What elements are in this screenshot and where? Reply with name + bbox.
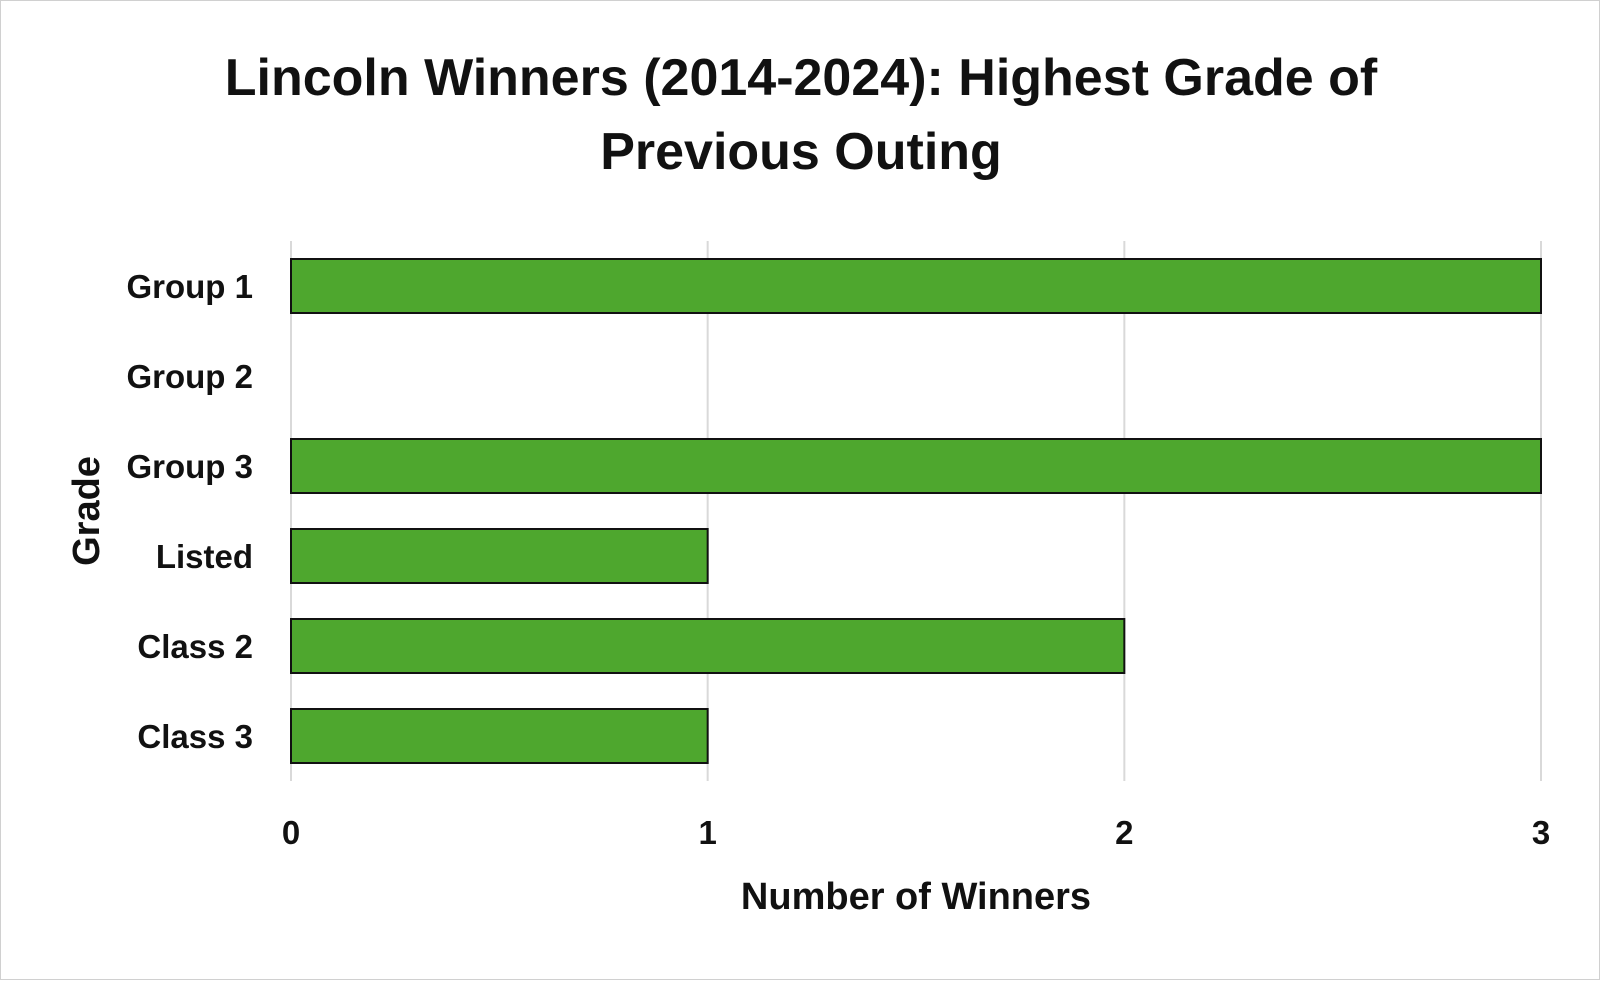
y-tick-label: Listed: [156, 538, 253, 575]
y-tick-labels: Group 1 Group 2 Group 3 Listed Class 2 Class …: [126, 268, 253, 755]
y-tick-label: Group 1: [126, 268, 253, 305]
y-tick-label: Class 3: [137, 718, 253, 755]
x-tick-label: 0: [282, 814, 300, 851]
x-tick-label: 1: [698, 814, 716, 851]
y-tick-label: Group 2: [126, 358, 253, 395]
y-axis-label: Grade: [66, 456, 108, 566]
bars: [290, 258, 1542, 764]
x-tick-label: 3: [1532, 814, 1550, 851]
x-tick-labels: 0 1 2 3: [282, 814, 1550, 851]
chart-title: Lincoln Winners (2014-2024): Highest Gra…: [224, 49, 1378, 181]
y-tick-label: Group 3: [126, 448, 253, 485]
bar: [290, 618, 1126, 674]
bar: [290, 258, 1542, 314]
gridlines: [290, 241, 1542, 781]
x-axis-label: Number of Winners: [741, 876, 1091, 918]
bar: [290, 708, 709, 764]
bar: [290, 438, 1542, 494]
y-tick-label: Class 2: [137, 628, 253, 665]
bar: [290, 528, 709, 584]
x-tick-label: 2: [1115, 814, 1133, 851]
